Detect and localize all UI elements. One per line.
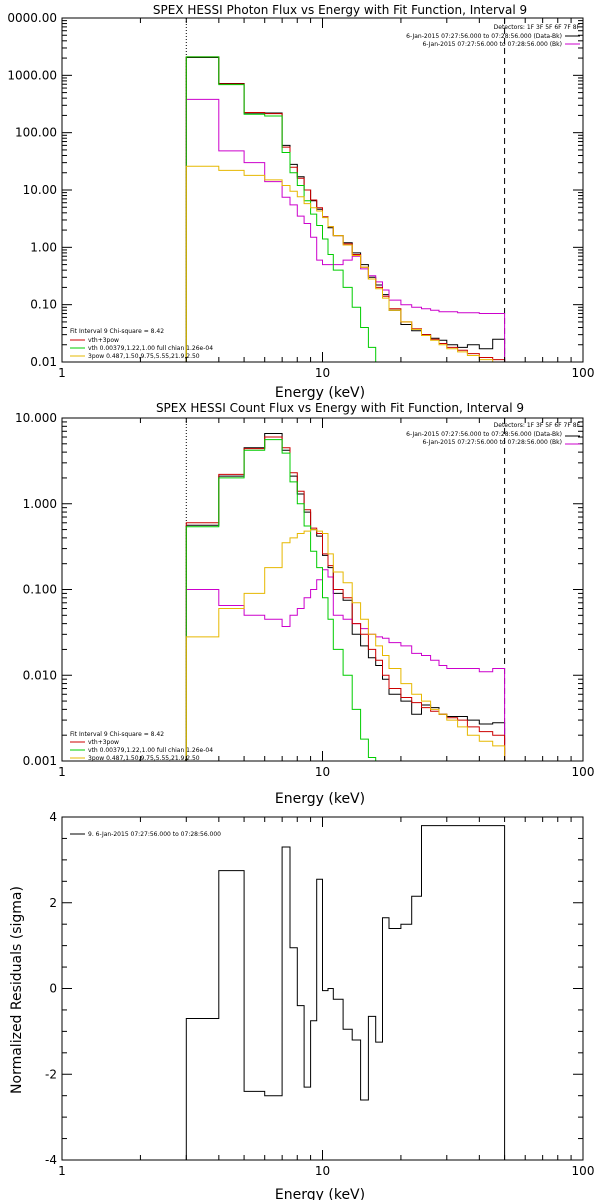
y-tick-label: 0.010 — [23, 668, 57, 682]
count-flux-title: SPEX HESSI Count Flux vs Energy with Fit… — [156, 401, 524, 415]
legend-entry-vth: vth 0.00379,1.22,1.00 full chian 1.26e-0… — [88, 345, 213, 352]
y-tick-label: 2 — [49, 896, 57, 910]
legend-entry-bk: 6-Jan-2015 07:27:56.000 to 07:28:56.000 … — [422, 439, 562, 446]
photon-flux-legend-left: Fit Interval 9 Chi-square = 8.42 vth+3po… — [70, 328, 213, 360]
y-tick-label: 10.00 — [23, 183, 57, 197]
series-bk — [185, 98, 506, 362]
x-tick-label: 10 — [315, 1164, 330, 1178]
count-flux-legend-left: Fit Interval 9 Chi-square = 8.42 vth+3po… — [70, 731, 213, 762]
count-flux-panel: SPEX HESSI Count Flux vs Energy with Fit… — [15, 401, 594, 807]
photon-flux-panel: SPEX HESSI Photon Flux vs Energy with Fi… — [7, 3, 594, 401]
y-tick-label: 100.00 — [15, 126, 57, 140]
y-tick-label: -2 — [45, 1067, 57, 1081]
series-vth_plus_3pow — [185, 56, 506, 362]
series-3pow — [185, 165, 506, 362]
fit-interval-label: Fit Interval 9 Chi-square = 8.42 — [70, 328, 164, 335]
photon-flux-title: SPEX HESSI Photon Flux vs Energy with Fi… — [153, 3, 527, 17]
legend-entry-data-bk: 6-Jan-2015 07:27:56.000 to 07:28:56.000 … — [406, 431, 562, 438]
x-tick-label: 100 — [572, 1164, 595, 1178]
y-tick-label: 0.001 — [23, 754, 57, 768]
y-tick-label: 1.00 — [30, 240, 57, 254]
series-residuals — [185, 825, 506, 1160]
legend-entry-bk: 6-Jan-2015 07:27:56.000 to 07:28:56.000 … — [422, 41, 562, 48]
y-tick-label: 0.10 — [30, 298, 57, 312]
photon-flux-axes: 1 10 100 0.01 0.10 1.00 10.00 100.00 1000.00 0000… — [7, 11, 594, 380]
y-tick-label: 0.01 — [30, 355, 57, 369]
legend-entry-vth: vth 0.00379,1.22,1.00 full chian 1.26e-0… — [88, 747, 213, 754]
legend-entry-vth-3pow: vth+3pow — [88, 337, 119, 344]
legend-entry-data-bk: 6-Jan-2015 07:27:56.000 to 07:28:56.000 … — [406, 33, 562, 40]
residuals-axes: 1 10 100 -4 -2 0 2 4 — [45, 810, 594, 1178]
y-tick-label: 4 — [49, 810, 57, 824]
count-flux-plot-area — [185, 418, 506, 761]
y-tick-label: 0000.00 — [7, 11, 57, 25]
series-vth — [185, 56, 383, 362]
y-tick-label: 1.000 — [23, 497, 57, 511]
fit-interval-label: Fit Interval 9 Chi-square = 8.42 — [70, 731, 164, 738]
y-tick-label: 1000.00 — [7, 68, 57, 82]
detectors-label: Detectors: 1F 3F 5F 6F 7F 8F — [494, 422, 581, 429]
x-tick-label: 1 — [58, 1164, 66, 1178]
series-data_minus_bk — [185, 57, 506, 362]
x-tick-label: 100 — [572, 765, 595, 779]
legend-entry-3pow: 3pow 0.487,1.50,9.75,5.55,21.9,2.50 — [88, 755, 200, 762]
count-flux-xlabel: Energy (keV) — [275, 791, 365, 807]
legend-entry-3pow: 3pow 0.487,1.50,9.75,5.55,21.9,2.50 — [88, 353, 200, 360]
series-vth_plus_3pow — [185, 436, 506, 761]
x-tick-label: 1 — [58, 366, 66, 380]
y-tick-label: 0.100 — [23, 583, 57, 597]
legend-entry-vth-3pow: vth+3pow — [88, 739, 119, 746]
series-3pow — [185, 529, 506, 761]
residuals-legend: 9. 6-Jan-2015 07:27:56.000 to 07:28:56.0… — [70, 831, 221, 838]
y-tick-label: 0 — [49, 982, 57, 996]
photon-flux-plot-area — [185, 18, 506, 362]
x-tick-label: 10 — [315, 765, 330, 779]
count-flux-legend-right: Detectors: 1F 3F 5F 6F 7F 8F 6-Jan-2015 … — [406, 422, 580, 446]
photon-flux-xlabel: Energy (keV) — [275, 385, 365, 401]
x-tick-label: 10 — [315, 366, 330, 380]
x-tick-label: 100 — [572, 366, 595, 380]
residuals-panel: 1 10 100 -4 -2 0 2 4 Energy (keV) Normalized Re… — [9, 810, 594, 1200]
legend-entry-interval: 9. 6-Jan-2015 07:27:56.000 to 07:28:56.0… — [88, 831, 221, 838]
count-flux-axes: 1 10 100 0.001 0.010 0.100 1.000 10.000 — [15, 411, 594, 779]
series-vth — [185, 439, 377, 761]
y-tick-label: 10.000 — [15, 411, 57, 425]
photon-flux-legend-right: Detectors: 1F 3F 5F 6F 7F 8F 6-Jan-2015 … — [406, 24, 580, 48]
residuals-ylabel: Normalized Residuals (sigma) — [9, 886, 25, 1094]
y-tick-label: -4 — [45, 1153, 57, 1167]
detectors-label: Detectors: 1F 3F 5F 6F 7F 8F — [494, 24, 581, 31]
residuals-plot-area — [185, 825, 506, 1160]
residuals-xlabel: Energy (keV) — [275, 1187, 365, 1200]
x-tick-label: 1 — [58, 765, 66, 779]
